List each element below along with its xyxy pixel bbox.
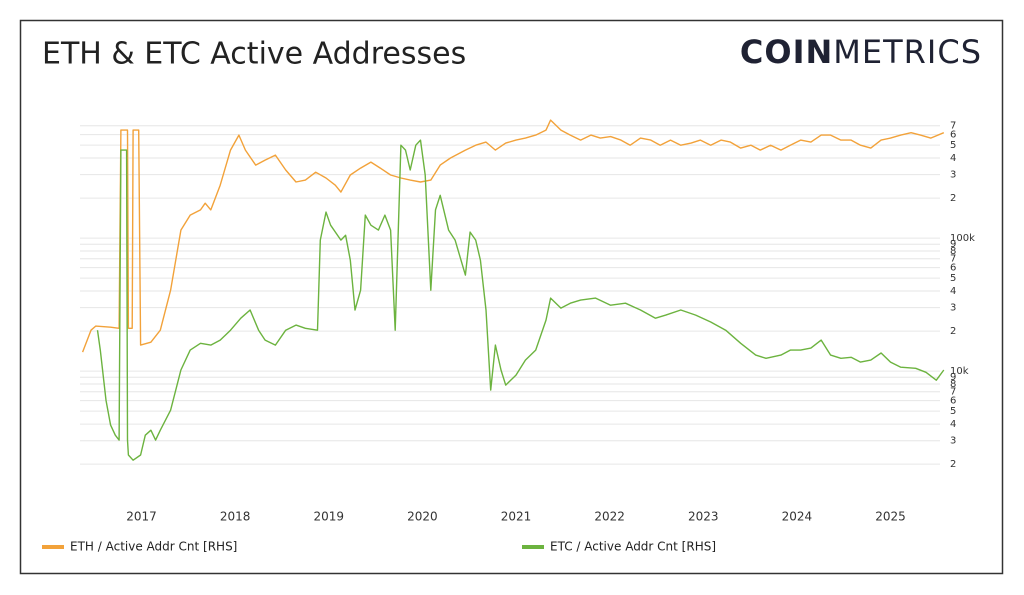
plot — [81, 119, 945, 461]
x-tick-label: 2017 — [126, 510, 157, 524]
y-tick-label: 5 — [950, 140, 956, 151]
legend-label: ETH / Active Addr Cnt [RHS] — [70, 540, 237, 554]
y-tick-label: 5 — [950, 406, 956, 417]
y-tick-label: 3 — [950, 303, 956, 314]
y-tick-label: 2 — [950, 459, 956, 470]
x-tick-label: 2021 — [501, 510, 532, 524]
grid — [80, 125, 940, 465]
data-line — [81, 119, 945, 353]
x-tick-label: 2023 — [688, 510, 719, 524]
y-tick-label: 8 — [950, 246, 956, 257]
y-tick-label: 2 — [950, 193, 956, 204]
x-tick-label: 2018 — [220, 510, 251, 524]
y-tick-label: 3 — [950, 436, 956, 447]
data-line — [96, 139, 945, 461]
x-tick-label: 2024 — [782, 510, 813, 524]
y-tick-label: 6 — [950, 396, 956, 407]
y-tick-label: 4 — [950, 286, 956, 297]
y-tick-label: 7 — [950, 387, 956, 398]
y-tick-label: 4 — [950, 153, 956, 164]
y-tick-label: 2 — [950, 326, 956, 337]
legend: ETH / Active Addr Cnt [RHS] ETC / Active … — [42, 540, 716, 554]
y-tick-label: 5 — [950, 273, 956, 284]
y-tick-label: 3 — [950, 170, 956, 181]
chart-title: ETH & ETC Active Addresses — [42, 37, 466, 72]
y-tick-label: 100k — [950, 233, 975, 244]
y-tick-label: 6 — [950, 130, 956, 141]
y-tick-label: 9 — [950, 239, 956, 250]
y-tick-label: 9 — [950, 372, 956, 383]
x-tick-label: 2020 — [407, 510, 438, 524]
y-tick-label: 8 — [950, 379, 956, 390]
legend-label: ETC / Active Addr Cnt [RHS] — [550, 540, 716, 554]
logo-light: METRICS — [833, 33, 982, 71]
x-tick-label: 2022 — [594, 510, 625, 524]
y-tick-label: 4 — [950, 419, 956, 430]
y-tick-label: 7 — [950, 254, 956, 265]
y-tick-label: 10k — [950, 366, 969, 377]
frame — [19, 19, 1004, 575]
y-tick-label: 6 — [950, 263, 956, 274]
x-tick-label: 2025 — [875, 510, 906, 524]
y-tick-label: 7 — [950, 121, 956, 132]
logo-bold: COIN — [740, 33, 833, 71]
logo: COINMETRICS — [740, 33, 982, 71]
x-tick-label: 2019 — [313, 510, 344, 524]
